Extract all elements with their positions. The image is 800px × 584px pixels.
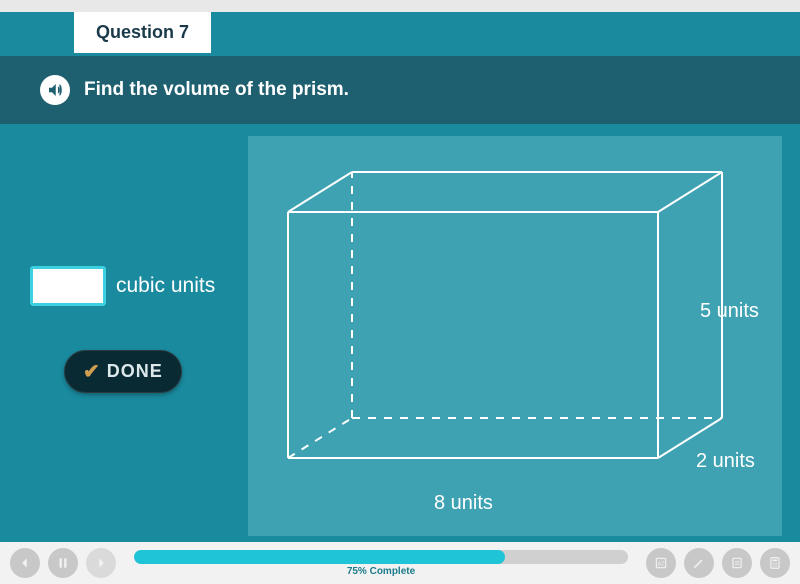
svg-text:AZ: AZ xyxy=(658,561,666,567)
progress-bar: 75% Complete xyxy=(134,550,628,577)
question-number-label: Question 7 xyxy=(96,22,189,42)
height-label: 5 units xyxy=(700,300,759,323)
progress-label: 75% Complete xyxy=(134,566,628,577)
depth-label: 2 units xyxy=(696,450,755,473)
pause-button[interactable] xyxy=(48,548,78,578)
progress-fill xyxy=(134,550,505,564)
answer-block: cubic units xyxy=(30,266,215,306)
top-strip xyxy=(0,0,800,12)
notes-button[interactable] xyxy=(722,548,752,578)
volume-input[interactable] xyxy=(30,266,106,306)
prism-diagram: 8 units 2 units 5 units xyxy=(248,136,782,536)
pencil-button[interactable] xyxy=(684,548,714,578)
question-prompt: Find the volume of the prism. xyxy=(84,79,349,101)
units-label: cubic units xyxy=(116,274,215,298)
tool-buttons: AZ xyxy=(646,548,790,578)
calculator-button[interactable] xyxy=(760,548,790,578)
main-area: cubic units ✔ DONE 8 units 2 units 5 uni… xyxy=(0,124,800,542)
done-button[interactable]: ✔ DONE xyxy=(64,350,182,393)
next-button[interactable] xyxy=(86,548,116,578)
question-tab: Question 7 xyxy=(74,12,211,53)
footer-bar: 75% Complete AZ xyxy=(0,542,800,584)
nav-buttons xyxy=(10,548,116,578)
progress-track xyxy=(134,550,628,564)
glossary-button[interactable]: AZ xyxy=(646,548,676,578)
question-bar: Find the volume of the prism. xyxy=(0,56,800,124)
done-label: DONE xyxy=(107,361,163,382)
width-label: 8 units xyxy=(434,492,493,515)
speaker-icon[interactable] xyxy=(40,75,70,105)
check-icon: ✔ xyxy=(83,359,101,384)
prev-button[interactable] xyxy=(10,548,40,578)
